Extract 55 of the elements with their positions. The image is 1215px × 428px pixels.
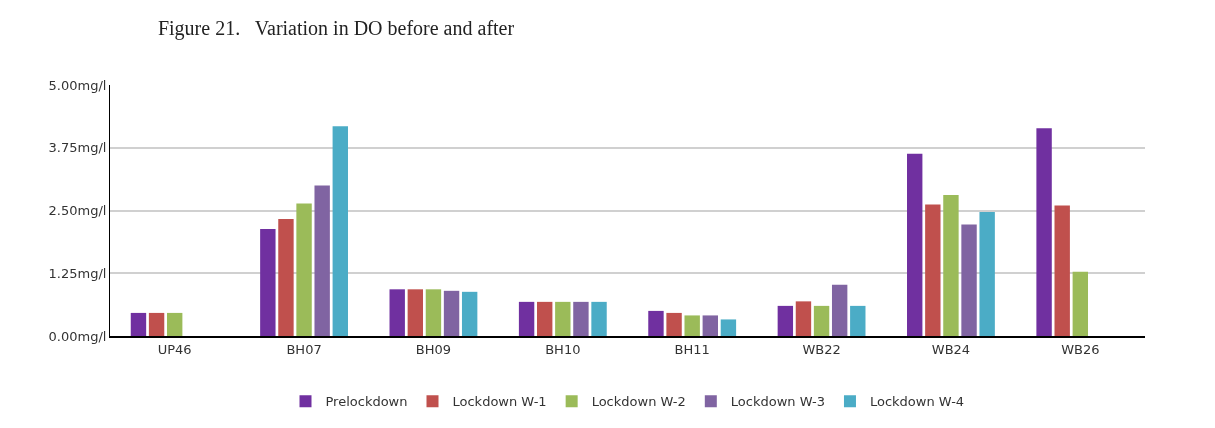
bar [573,301,589,336]
x-tick-label: BH09 [415,341,452,357]
x-tick-label: WB22 [802,341,841,357]
bar [314,185,330,336]
bar [925,204,941,336]
bar [813,305,830,336]
bar [666,312,682,336]
y-tick-label: 1.25mg/l [48,265,107,281]
bar [389,289,405,336]
bar [425,289,442,336]
bar [943,194,959,336]
y-tick-label: 0.00mg/l [48,328,107,344]
bar [702,315,718,336]
bar [979,212,995,336]
bar [166,312,183,336]
x-tick-label: WB26 [1061,341,1100,357]
bar [332,126,348,336]
x-tick-label: WB24 [931,341,971,357]
bar [537,301,553,336]
bar [130,312,147,336]
bar [1072,271,1089,336]
bar [831,284,848,336]
bar [795,301,812,336]
bar [1054,205,1070,336]
legend-label: Lockdown W-4 [869,394,965,410]
legend-label: Prelockdown [325,394,408,410]
bar [260,229,276,336]
y-tick-label: 5.00mg/l [48,77,107,93]
x-tick-label: UP46 [157,341,192,357]
bar [148,312,165,336]
bar [518,301,535,336]
x-tick-label: BH11 [674,341,710,357]
bar [720,319,737,336]
legend-label: Lockdown W-2 [591,394,686,410]
x-tick-label: BH10 [545,341,581,357]
bar [850,305,866,336]
x-tick-label: BH07 [286,341,322,357]
bar [461,291,478,336]
bar [591,301,607,336]
bar [777,305,794,336]
legend-label: Lockdown W-3 [730,394,825,410]
bar [1036,128,1052,336]
y-tick-label: 3.75mg/l [48,140,107,156]
y-tick-label: 2.50mg/l [48,203,107,219]
chart-title: Figure 21. Variation in DO before and after [157,17,515,41]
bar [296,203,312,336]
bar [684,315,700,336]
bar [443,290,460,336]
bar [648,310,664,336]
bar [278,219,294,336]
bar [407,289,424,336]
bar [907,153,923,336]
bar [961,224,977,336]
legend-label: Lockdown W-1 [452,394,547,410]
bar [555,301,571,336]
